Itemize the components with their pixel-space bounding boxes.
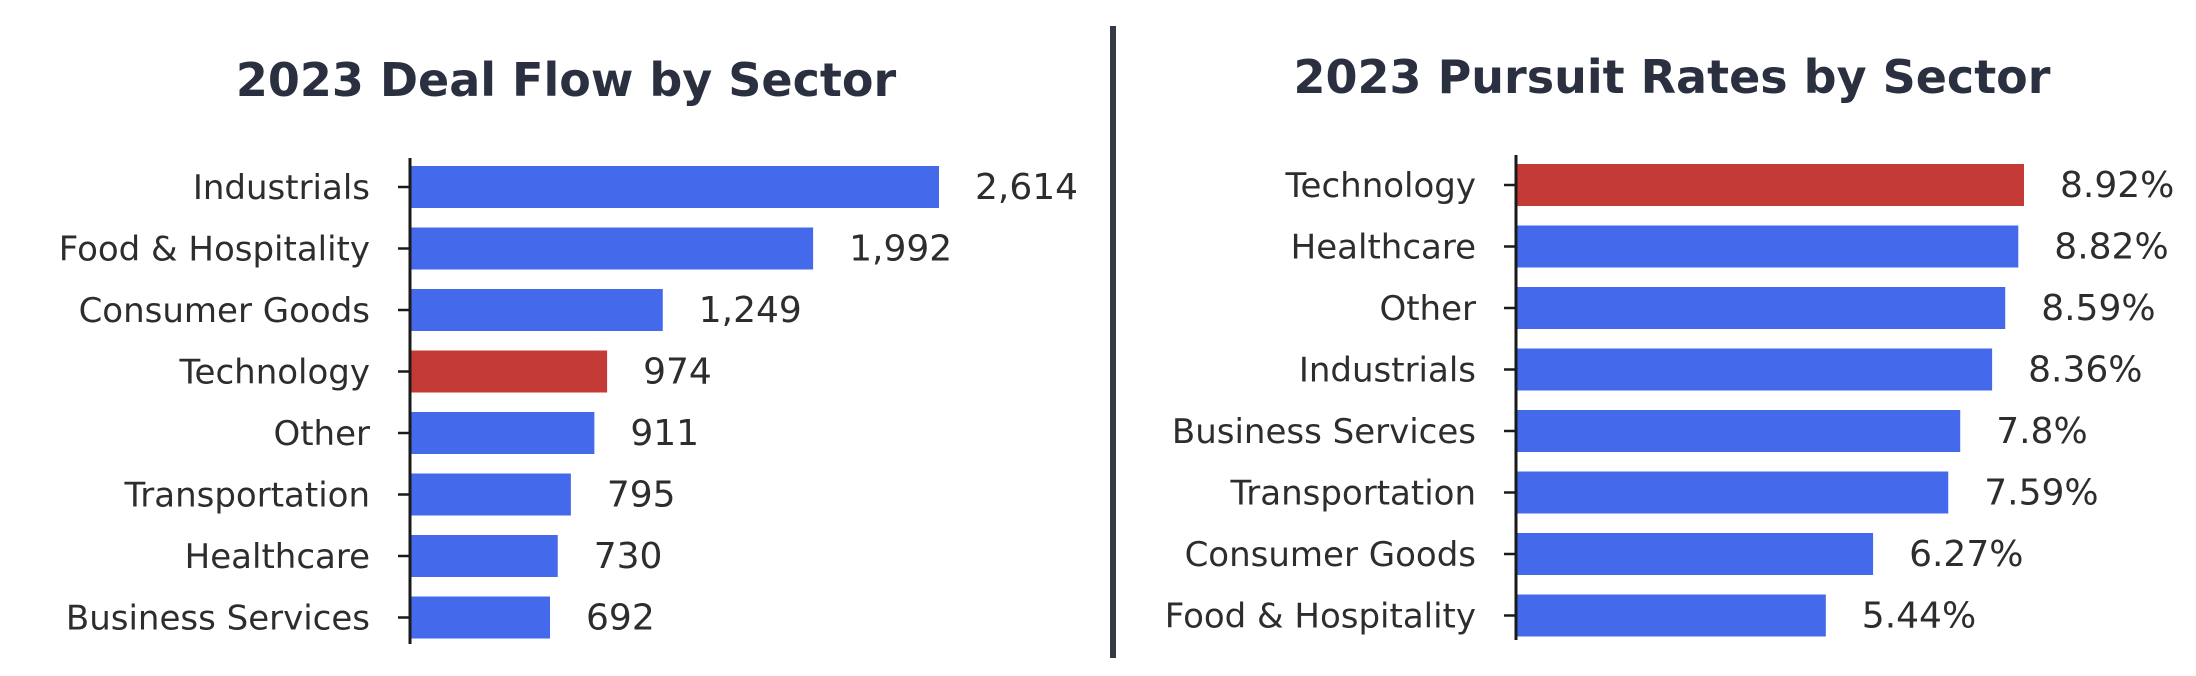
pursuit-rate-label-other: Other [1379,289,1476,329]
pursuit-rate-value-consumer-goods: 6.27% [1909,534,2023,575]
pursuit-rate-value-transportation: 7.59% [1984,473,2098,514]
pursuit-rate-value-food-and-hospitality: 5.44% [1862,596,1976,637]
deal-flow-bar-food-and-hospitality [410,227,814,270]
pursuit-rate-label-food-and-hospitality: Food & Hospitality [1165,597,1476,637]
pursuit-rate-label-technology: Technology [1285,166,1476,206]
pursuit-rate-bar-healthcare [1516,225,2019,268]
pursuit-rate-bar-technology [1516,164,2024,206]
deal-flow-label-consumer-goods: Consumer Goods [79,291,370,331]
deal-flow-value-healthcare: 730 [594,536,663,577]
deal-flow-bar-consumer-goods [410,289,663,331]
deal-flow-value-other: 911 [630,413,699,454]
pursuit-rate-value-other: 8.59% [2041,288,2155,329]
deal-flow-value-industrials: 2,614 [975,167,1078,208]
pursuit-rate-label-business-services: Business Services [1172,412,1476,452]
pursuit-rate-value-healthcare: 8.82% [2054,227,2168,268]
pursuit-rate-value-technology: 8.92% [2060,165,2174,206]
pursuit-rate-bar-industrials [1516,348,1993,391]
pursuit-rate-value-industrials: 8.36% [2028,350,2142,391]
pursuit-rate-bar-transportation [1516,471,1949,514]
deal-flow-value-transportation: 795 [607,475,676,516]
pursuit-rate-bar-business-services [1516,410,1961,452]
deal-flow-value-business-services: 692 [586,598,655,639]
pursuit-rate-bar-other [1516,287,2006,329]
deal-flow-label-other: Other [273,414,370,454]
deal-flow-chart: Industrials 2,614 Food & Hospitality 1,992 C… [59,158,1078,644]
pursuit-rate-label-consumer-goods: Consumer Goods [1185,535,1476,575]
deal-flow-bar-technology [410,350,608,393]
pursuit-rate-label-healthcare: Healthcare [1291,228,1476,268]
pursuit-rate-value-business-services: 7.8% [1996,411,2087,452]
deal-flow-label-industrials: Industrials [193,168,370,208]
deal-flow-value-food-and-hospitality: 1,992 [849,229,952,270]
deal-flow-title: 2023 Deal Flow by Sector [236,53,897,107]
deal-flow-label-transportation: Transportation [123,476,370,516]
deal-flow-bar-transportation [410,473,571,516]
deal-flow-bar-other [410,412,595,454]
pursuit-rate-label-industrials: Industrials [1299,351,1476,391]
deal-flow-label-food-and-hospitality: Food & Hospitality [59,230,370,270]
pursuit-rates-chart: Technology 8.92% Healthcare 8.82% Other 8.59%… [1165,155,2174,640]
deal-flow-label-technology: Technology [179,353,370,393]
pursuit-rate-label-transportation: Transportation [1229,474,1476,514]
deal-flow-value-technology: 974 [643,352,712,393]
deal-flow-bar-business-services [410,596,551,639]
deal-flow-value-consumer-goods: 1,249 [699,290,802,331]
deal-flow-label-business-services: Business Services [66,599,370,639]
deal-flow-bar-industrials [410,166,939,208]
deal-flow-bar-healthcare [410,535,558,577]
pursuit-rate-bar-consumer-goods [1516,533,1874,575]
pursuit-rate-bar-food-and-hospitality [1516,594,1826,637]
pursuit-rates-title: 2023 Pursuit Rates by Sector [1294,50,2051,104]
deal-flow-label-healthcare: Healthcare [185,537,370,577]
